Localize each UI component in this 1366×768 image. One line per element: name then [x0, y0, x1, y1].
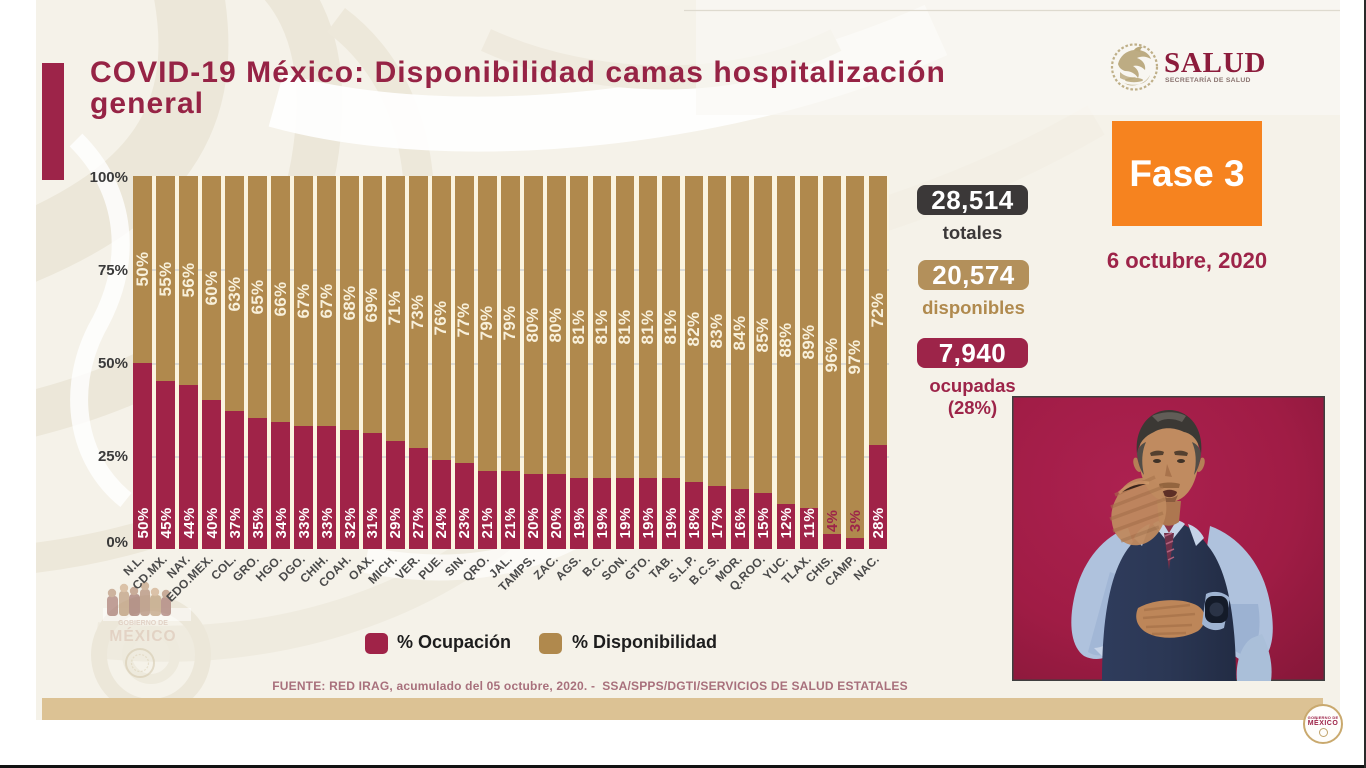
svg-text:GOBIERNO DE: GOBIERNO DE: [118, 620, 168, 627]
svg-text:MÉXICO: MÉXICO: [109, 628, 176, 645]
